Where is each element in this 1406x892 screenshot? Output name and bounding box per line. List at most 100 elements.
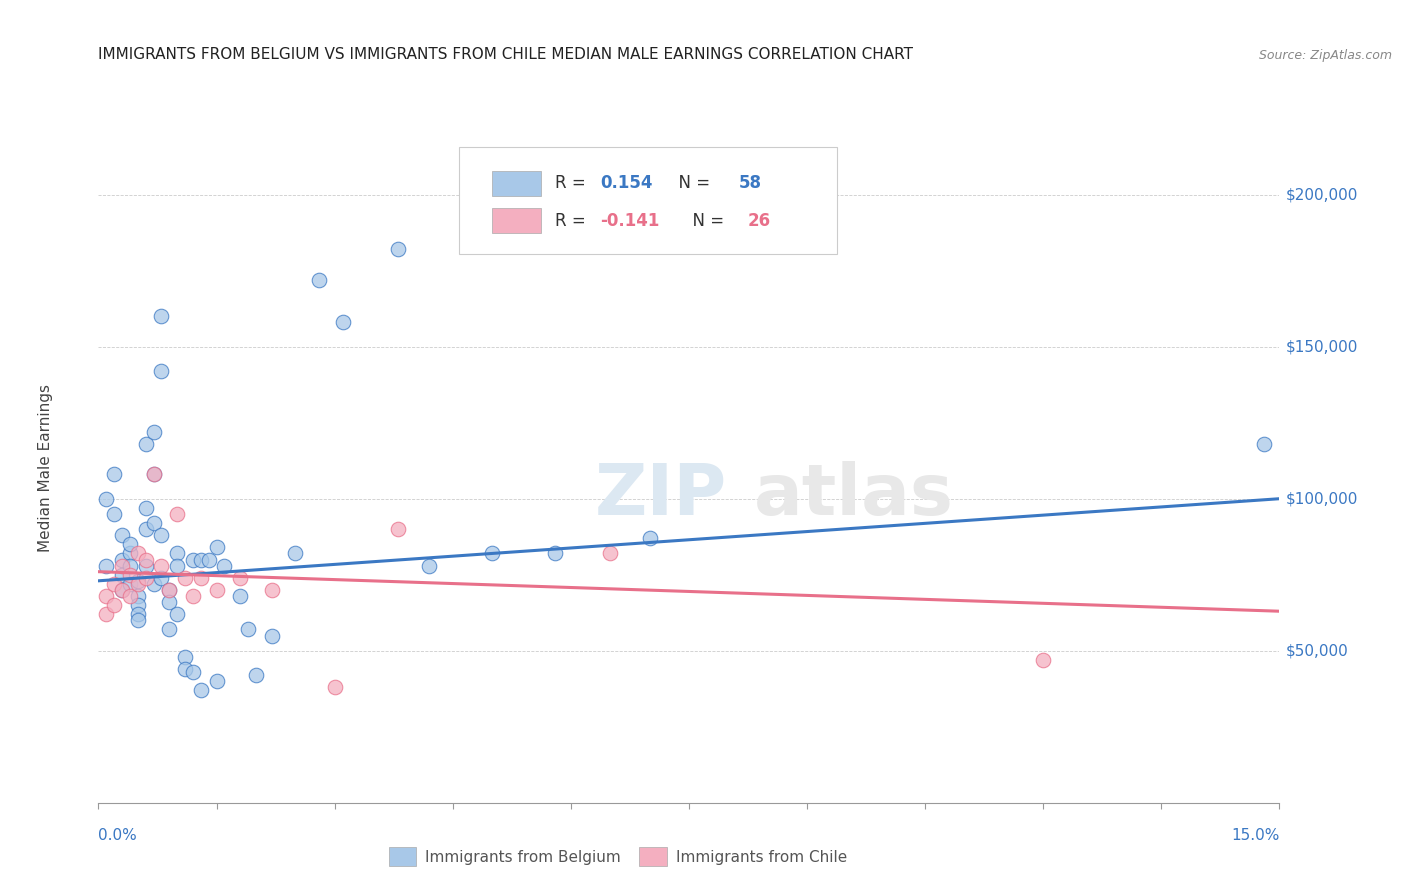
Text: ZIP: ZIP (595, 460, 727, 530)
Point (205, 674, 228, 689)
Legend: Immigrants from Belgium, Immigrants from Chile: Immigrants from Belgium, Immigrants from… (382, 841, 853, 872)
Point (229, 571, 252, 585)
Point (142, 425, 165, 439)
Point (135, 558, 157, 573)
Point (111, 528, 134, 542)
Text: 0.154: 0.154 (600, 174, 652, 193)
Point (127, 577, 149, 591)
Text: 58: 58 (738, 174, 762, 193)
Point (1032, 653, 1054, 667)
Point (118, 577, 141, 591)
Point (118, 537, 141, 551)
Point (245, 668, 267, 682)
Point (260, 628, 283, 642)
Point (174, 662, 197, 676)
Point (166, 558, 188, 573)
Point (197, 552, 219, 566)
Point (103, 577, 125, 591)
Text: $50,000: $50,000 (1285, 643, 1348, 658)
Point (118, 567, 141, 582)
Text: N =: N = (668, 174, 716, 193)
Point (150, 528, 173, 542)
Point (236, 623, 259, 637)
Point (96, 589, 118, 603)
Point (157, 595, 180, 609)
FancyBboxPatch shape (492, 208, 541, 234)
Point (481, 546, 503, 560)
Text: 0.0%: 0.0% (98, 828, 138, 843)
Point (127, 598, 149, 612)
Point (150, 364, 173, 378)
Point (181, 665, 204, 679)
Point (127, 546, 149, 560)
Point (135, 437, 157, 451)
Point (166, 546, 188, 560)
Point (150, 571, 173, 585)
Point (174, 649, 197, 664)
FancyBboxPatch shape (458, 147, 837, 254)
Point (323, 680, 346, 694)
Point (229, 589, 252, 603)
Point (111, 582, 134, 597)
Point (142, 467, 165, 482)
Point (190, 571, 212, 585)
Point (205, 541, 228, 555)
Text: -0.141: -0.141 (600, 211, 659, 230)
Point (332, 315, 354, 329)
Point (135, 571, 157, 585)
Point (111, 582, 134, 597)
Point (142, 467, 165, 482)
Point (157, 623, 180, 637)
Point (308, 273, 330, 287)
Text: $100,000: $100,000 (1285, 491, 1358, 506)
Point (96, 491, 118, 506)
Text: 15.0%: 15.0% (1232, 828, 1279, 843)
Text: R =: R = (555, 174, 592, 193)
Point (205, 582, 228, 597)
Point (111, 558, 134, 573)
Point (111, 552, 134, 566)
Text: $150,000: $150,000 (1285, 339, 1358, 354)
Point (96, 558, 118, 573)
Point (214, 558, 236, 573)
Point (103, 507, 125, 521)
Point (599, 546, 621, 560)
Text: 26: 26 (748, 211, 770, 230)
Point (135, 500, 157, 515)
Point (166, 507, 188, 521)
Point (260, 582, 283, 597)
Point (418, 558, 440, 573)
Point (103, 467, 125, 482)
Point (284, 546, 307, 560)
Point (111, 567, 134, 582)
Point (157, 582, 180, 597)
Point (181, 589, 204, 603)
Point (544, 546, 567, 560)
Point (638, 531, 661, 545)
Text: Median Male Earnings: Median Male Earnings (38, 384, 53, 552)
Text: $200,000: $200,000 (1285, 187, 1358, 202)
Text: Source: ZipAtlas.com: Source: ZipAtlas.com (1258, 49, 1392, 62)
Text: R =: R = (555, 211, 592, 230)
Point (387, 243, 409, 257)
Point (103, 598, 125, 612)
Point (166, 607, 188, 622)
Point (157, 582, 180, 597)
Text: N =: N = (682, 211, 730, 230)
Point (127, 574, 149, 588)
Point (181, 552, 204, 566)
Point (190, 552, 212, 566)
Point (142, 577, 165, 591)
Point (127, 607, 149, 622)
Point (135, 552, 157, 566)
Point (127, 613, 149, 627)
Point (1253, 437, 1275, 451)
Text: atlas: atlas (754, 460, 953, 530)
FancyBboxPatch shape (492, 170, 541, 196)
Point (174, 571, 197, 585)
Point (150, 558, 173, 573)
Point (142, 516, 165, 530)
Point (150, 310, 173, 324)
Text: IMMIGRANTS FROM BELGIUM VS IMMIGRANTS FROM CHILE MEDIAN MALE EARNINGS CORRELATIO: IMMIGRANTS FROM BELGIUM VS IMMIGRANTS FR… (98, 47, 914, 62)
Point (387, 522, 409, 536)
